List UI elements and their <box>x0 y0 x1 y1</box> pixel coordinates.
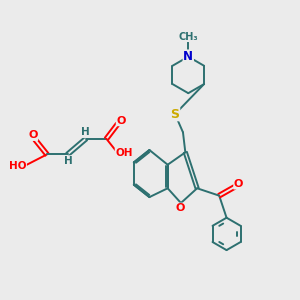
Text: H: H <box>64 156 73 166</box>
Text: O: O <box>234 179 243 189</box>
Text: N: N <box>183 50 193 63</box>
Text: HO: HO <box>9 161 26 171</box>
Text: CH₃: CH₃ <box>178 32 198 42</box>
Text: OH: OH <box>115 148 133 158</box>
Text: O: O <box>116 116 126 126</box>
Text: H: H <box>81 127 90 137</box>
Text: O: O <box>28 130 38 140</box>
Text: O: O <box>176 203 185 213</box>
Text: S: S <box>170 108 179 121</box>
